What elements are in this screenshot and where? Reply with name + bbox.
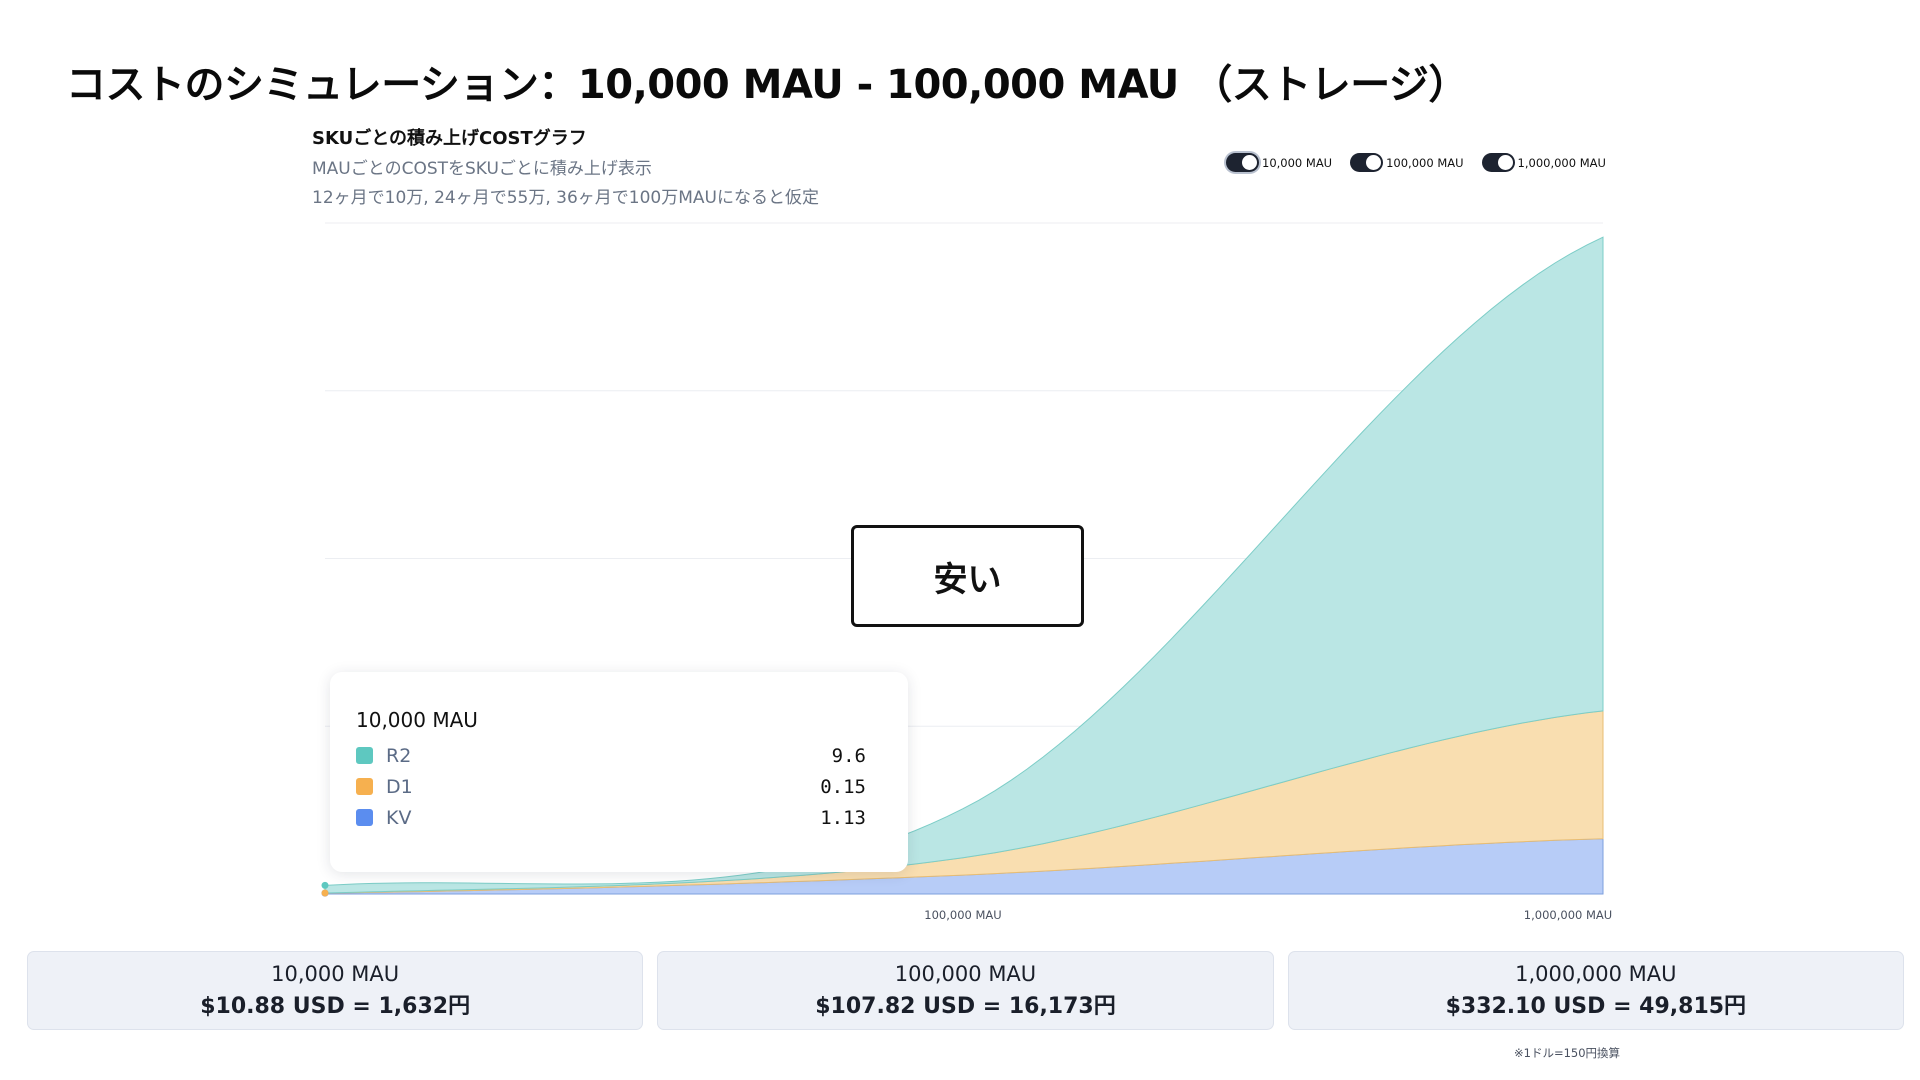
x-tick-label: 1,000,000 MAU	[1523, 908, 1613, 922]
tooltip-row-r2: R2 9.6	[356, 740, 866, 771]
slide-title: コストのシミュレーション：10,000 MAU - 100,000 MAU （ス…	[66, 62, 1468, 108]
chart-markers	[321, 881, 329, 897]
swatch-icon	[356, 778, 373, 795]
callout-box: 安い	[851, 525, 1084, 627]
tooltip-series-name: KV	[386, 806, 412, 829]
legend-label: 10,000 MAU	[1262, 155, 1333, 170]
card-price: $107.82 USD = 16,173円	[815, 993, 1116, 1019]
tooltip-row-d1: D1 0.15	[356, 771, 866, 802]
chart-subtitle-2: 12ヶ月で10万, 24ヶ月で55万, 36ヶ月で100万MAUになると仮定	[312, 188, 819, 208]
swatch-icon	[356, 809, 373, 826]
toggle-switch-icon[interactable]	[1350, 153, 1384, 172]
chart-title: SKUごとの積み上げCOSTグラフ	[312, 128, 587, 149]
card-title: 1,000,000 MAU	[1515, 961, 1677, 986]
legend-item-1m[interactable]: 1,000,000 MAU	[1481, 153, 1606, 172]
tooltip-series-value: 1.13	[820, 806, 866, 829]
summary-card-10k: 10,000 MAU $10.88 USD = 1,632円	[27, 951, 644, 1030]
tooltip-series-name: R2	[386, 744, 412, 767]
legend-item-100k[interactable]: 100,000 MAU	[1350, 153, 1464, 172]
toggle-switch-icon[interactable]	[1481, 153, 1515, 172]
tooltip-row-kv: KV 1.13	[356, 802, 866, 833]
summary-card-100k: 100,000 MAU $107.82 USD = 16,173円	[657, 951, 1274, 1030]
legend-item-10k[interactable]: 10,000 MAU	[1226, 153, 1332, 172]
card-price: $332.10 USD = 49,815円	[1445, 993, 1747, 1019]
legend-label: 100,000 MAU	[1386, 155, 1464, 170]
data-point-d1[interactable]	[321, 889, 329, 897]
chart-subtitle-1: MAUごとのCOSTをSKUごとに積み上げ表示	[312, 159, 652, 179]
area-series-r2[interactable]	[324, 236, 1604, 894]
chart-areas	[324, 236, 1604, 895]
card-title: 100,000 MAU	[894, 961, 1037, 986]
summary-cards: 10,000 MAU $10.88 USD = 1,632円 100,000 M…	[27, 951, 1904, 1030]
swatch-icon	[356, 747, 373, 764]
chart-tooltip: 10,000 MAU R2 9.6 D1 0.15 KV 1.13	[330, 672, 908, 872]
toggle-switch-icon[interactable]	[1226, 153, 1259, 172]
chart-legend: 10,000 MAU 100,000 MAU 1,000,000 MAU	[1226, 153, 1606, 172]
footnote: ※1ドル=150円換算	[1514, 1046, 1621, 1060]
data-point-r2[interactable]	[321, 881, 329, 889]
tooltip-series-value: 0.15	[820, 775, 866, 798]
card-price: $10.88 USD = 1,632円	[200, 993, 471, 1019]
x-tick-label: 100,000 MAU	[924, 908, 1002, 922]
card-title: 10,000 MAU	[271, 961, 400, 986]
tooltip-series-value: 9.6	[831, 744, 866, 767]
summary-card-1m: 1,000,000 MAU $332.10 USD = 49,815円	[1287, 951, 1904, 1030]
tooltip-title: 10,000 MAU	[356, 708, 478, 732]
legend-label: 1,000,000 MAU	[1517, 155, 1606, 170]
tooltip-series-name: D1	[386, 775, 413, 798]
